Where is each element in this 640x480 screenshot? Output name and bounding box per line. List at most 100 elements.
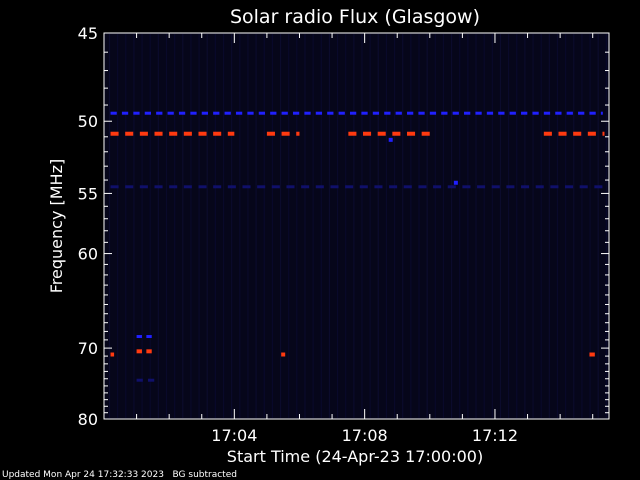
y-axis: 45 50 55 60 70 80 [78, 24, 609, 429]
background-streak [377, 34, 379, 418]
emission-dash [594, 185, 603, 189]
emission-dash [433, 185, 442, 189]
emission-dash [462, 185, 471, 189]
emission-dash [475, 111, 482, 115]
background-streak [157, 34, 159, 418]
chart-title: Solar radio Flux (Glasgow) [230, 6, 480, 28]
background-streak [117, 34, 119, 418]
emission-dash [543, 111, 551, 115]
emission-dash [384, 111, 391, 115]
background-streak [231, 34, 233, 418]
emission-dash [286, 185, 295, 189]
y-tick-label: 80 [78, 410, 98, 429]
emission-dash [452, 111, 459, 115]
background-streak [182, 34, 184, 418]
background-streak [222, 34, 225, 418]
emission-dash [327, 111, 334, 115]
background-streak [312, 34, 314, 418]
emission-dash [491, 185, 500, 189]
emission-dash [139, 131, 148, 136]
emission-dash [281, 111, 288, 115]
emission-dash [125, 131, 134, 136]
background-streak [190, 34, 192, 418]
background-streak [206, 34, 208, 418]
emission-dash [532, 111, 539, 115]
emission-dash [558, 131, 567, 136]
background-streak [410, 34, 412, 418]
emission-dash [146, 335, 152, 339]
emission-spot [453, 180, 458, 185]
emission-dash [213, 185, 222, 189]
emission-dash [477, 185, 486, 189]
emission-dash [110, 131, 119, 136]
background-streak [589, 34, 591, 418]
emission-dash [363, 131, 372, 136]
emission-dash [543, 131, 552, 136]
emission-dash [304, 111, 311, 115]
emission-dash [447, 185, 456, 189]
emission-dash [136, 349, 142, 354]
background-streaks [108, 34, 607, 418]
emission-spot [388, 137, 393, 142]
x-tick-label: 17:04 [211, 426, 257, 445]
background-streak [434, 34, 436, 418]
background-streak [361, 34, 363, 418]
x-tick-label: 17:12 [472, 426, 518, 445]
emission-dash [178, 111, 186, 115]
background-streak [508, 34, 510, 418]
x-axis-label: Start Time (24-Apr-23 17:00:00) [227, 447, 483, 466]
background-streak [426, 34, 428, 418]
background-streak [345, 34, 347, 418]
background-streak [239, 34, 241, 418]
emission-dash [224, 111, 231, 115]
emission-dash [555, 111, 562, 115]
y-tick-label: 50 [78, 112, 98, 131]
emission-dash [266, 131, 275, 136]
emission-dash [247, 111, 254, 115]
footer: Updated Mon Apr 24 17:32:33 2023 BG subt… [2, 470, 237, 480]
emission-dash [213, 111, 220, 115]
emission-dash [146, 349, 152, 354]
emission-dash [144, 111, 151, 115]
updated-timestamp: Updated Mon Apr 24 17:32:33 2023 [2, 470, 164, 480]
background-streak [165, 34, 168, 418]
emission-dash [156, 111, 163, 115]
background-streak [174, 34, 176, 418]
emission-dash [154, 185, 163, 189]
emission-dash [407, 111, 414, 115]
bg-subtracted-note: BG subtracted [172, 470, 237, 480]
emission-dash [359, 185, 368, 189]
emission-dash [315, 185, 324, 189]
emission-dash [147, 378, 155, 382]
background-streak [475, 34, 477, 418]
emission-dash [600, 111, 603, 115]
y-tick-label: 60 [78, 245, 98, 264]
background-streak [540, 34, 542, 418]
emission-dash [361, 111, 368, 115]
background-streak [263, 34, 265, 418]
emission-dash [258, 111, 266, 115]
background-streak [491, 34, 493, 418]
emission-dash [407, 131, 416, 136]
emission-dash [602, 131, 605, 136]
background-streak [605, 34, 607, 418]
background-streak [255, 34, 257, 418]
emission-dash [429, 111, 437, 115]
background-streak [108, 34, 111, 418]
emission-dash [213, 131, 222, 136]
background-streak [532, 34, 534, 418]
emission-dash [441, 111, 448, 115]
emission-dash [550, 185, 559, 189]
emission-bands [110, 111, 605, 382]
emission-dash [464, 111, 471, 115]
emission-dash [392, 131, 401, 136]
background-streak [418, 34, 420, 418]
background-streak [402, 34, 404, 418]
emission-dash [154, 131, 163, 136]
emission-dash [167, 111, 174, 115]
emission-dash [169, 131, 178, 136]
emission-dash [201, 111, 209, 115]
background-streak [516, 34, 518, 418]
background-streak [499, 34, 502, 418]
